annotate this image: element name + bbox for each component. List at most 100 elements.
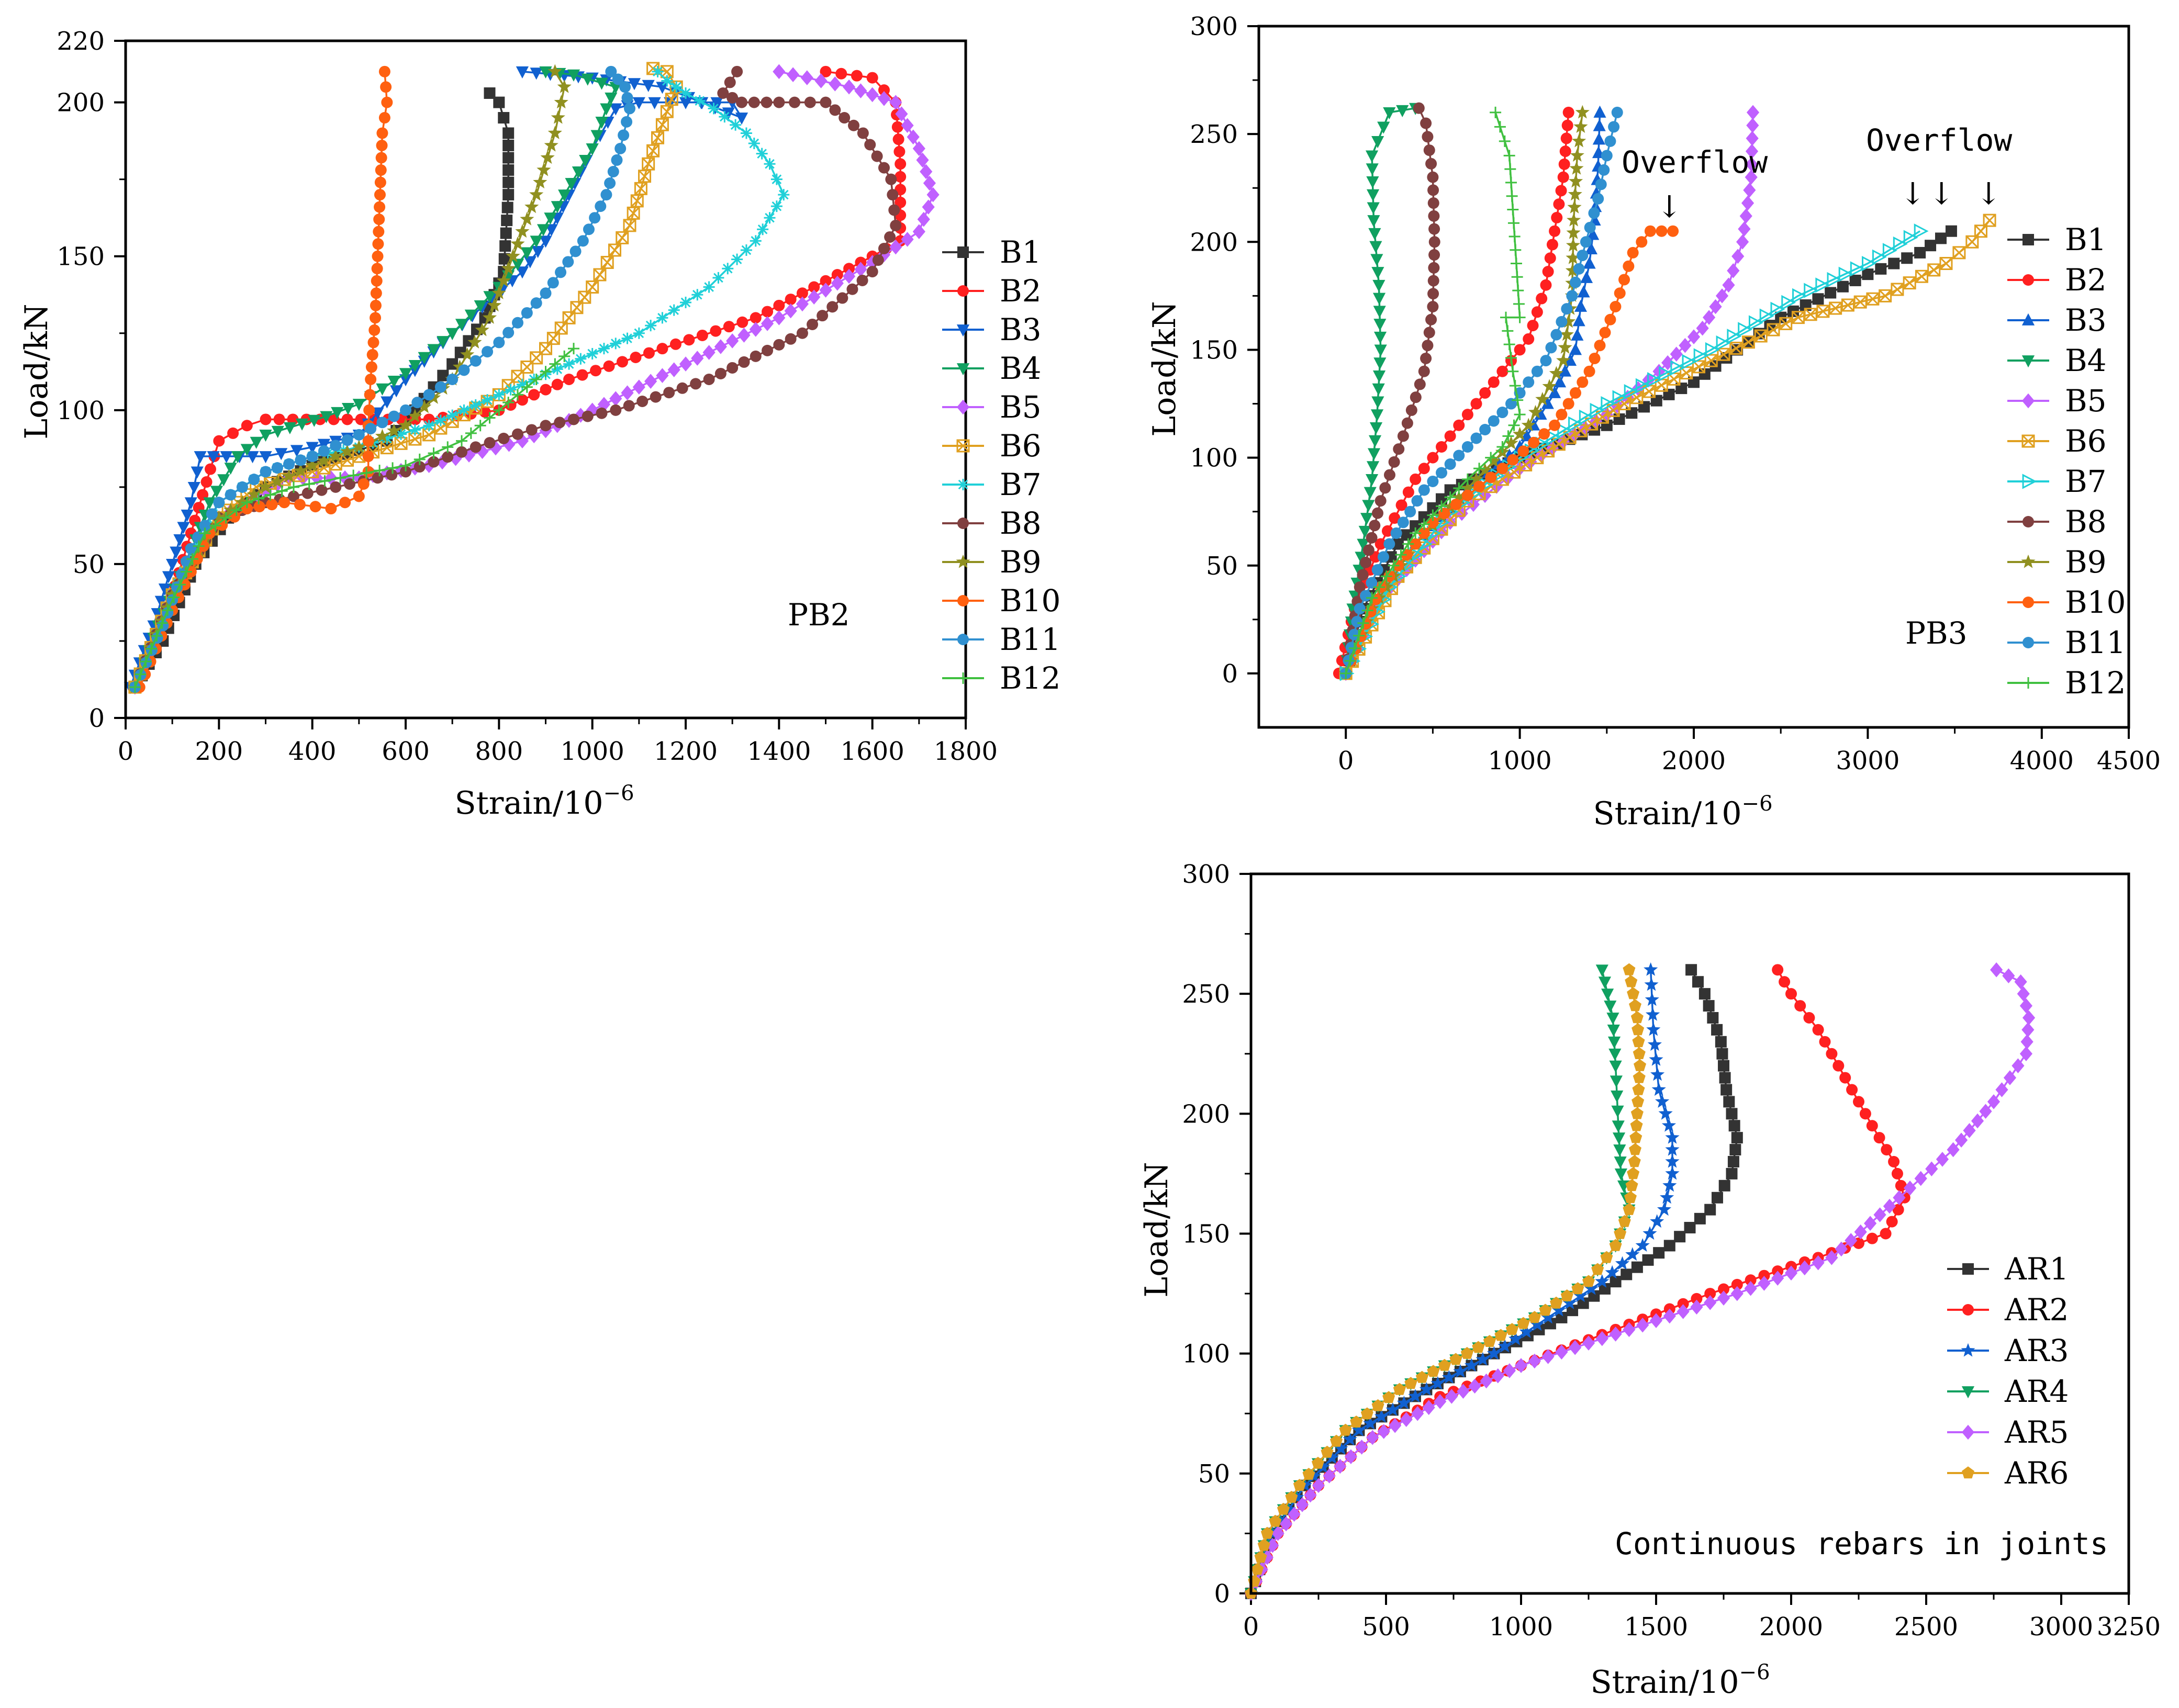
pb2-ticks: 0 200 400 600 800 1000 1200 1400 1600 1800 0 50 100 1… <box>57 27 998 766</box>
pb3-series-B4-point-43 <box>1383 107 1396 120</box>
pb3-series-B8-point-30 <box>1427 275 1439 287</box>
pb3-overflow-arrow-1: ↓ <box>1657 189 1682 224</box>
pb3-series-B1-point-49 <box>1837 280 1849 293</box>
pb2-series-B8-point-33 <box>470 441 482 453</box>
pb2-series-B5-point-79 <box>907 129 920 145</box>
joints-series-AR3-point-60 <box>1645 992 1659 1006</box>
pb3-ticks: 0 1000 2000 3000 4000 4500 0 50 100 150 200 250 300 <box>1190 12 2161 776</box>
pb2-series-B4-point-64 <box>567 69 580 82</box>
pb3-series-B10-point-37 <box>1623 260 1635 272</box>
joints-series-AR1-point-51 <box>1727 1156 1739 1167</box>
pb3-series-B9-point-16 <box>1451 490 1466 504</box>
pb2-series-B7-point-74 <box>680 87 691 99</box>
pb3-legend: B1 B2 B3 B4 B5 B6 B7 B8 B9 B10 B11 B12 <box>2007 222 2126 701</box>
joints-legend-label-AR2: AR2 <box>2004 1292 2069 1328</box>
pb3-series-B4-point-42 <box>1377 121 1390 134</box>
pb3-series-B11-point-42 <box>1595 178 1607 190</box>
pb3-series-B8-point-17 <box>1393 443 1405 455</box>
pb2-series-B10-point-22 <box>339 497 351 509</box>
joints-series-AR5-point-34 <box>1595 1331 1608 1346</box>
pb3-series-B10-point-39 <box>1636 236 1648 248</box>
joints-legend-label-AR1: AR1 <box>2004 1251 2069 1287</box>
pb2-series-B8-point-44 <box>623 400 635 412</box>
pb3-series-B4-point-41 <box>1371 136 1384 149</box>
pb2-legend-marker-B8 <box>957 518 969 529</box>
pb3-series-B4-point-35 <box>1367 215 1380 228</box>
pb2-series-B4-point-21 <box>250 436 263 449</box>
joints-series-AR5-point-75 <box>2022 1010 2036 1026</box>
pb2-series-B3-point-12 <box>173 534 186 547</box>
joints-x-tick-label-6: 3000 <box>2029 1612 2093 1642</box>
pb3-series-B7-point-55 <box>1903 230 1918 245</box>
pb2-series-B5-point-42 <box>574 408 587 423</box>
pb3-legend-marker-B2 <box>2022 274 2034 286</box>
pb3-series-B10-point-42 <box>1667 225 1679 237</box>
pb3-series-B11-point-31 <box>1550 329 1562 341</box>
pb2-series-B4-point-35 <box>408 360 421 373</box>
pb2-series-B3-point-86 <box>516 66 529 79</box>
joints-series-AR4-point-50 <box>1611 1105 1624 1118</box>
pb3-series-B2-point-25 <box>1496 365 1508 377</box>
joints-series-AR6-point-31 <box>1528 1311 1541 1323</box>
pb2-series-B8-point-86 <box>736 96 747 108</box>
pb2-series-B10-point-21 <box>325 503 337 515</box>
pb3-legend-item-B2: B2 <box>2007 262 2107 298</box>
pb3-series-B7-point-44 <box>1781 295 1796 310</box>
pb2-series-B2-point-61 <box>773 299 785 311</box>
pb3-series-B12-point-13 <box>1418 518 1430 530</box>
joints-series-AR1-point-44 <box>1674 1231 1686 1243</box>
pb3-series-B10-point-16 <box>1461 489 1473 501</box>
pb3-series-B9-point-43 <box>1569 174 1583 188</box>
joints-series-AR5-point-56 <box>1873 1207 1886 1222</box>
pb3-series-B6-point-41 <box>1754 329 1768 343</box>
pb2-series-B12-point-0 <box>129 681 141 693</box>
joints-series-AR6-point-7 <box>1277 1502 1290 1515</box>
pb3-series-B10-point-33 <box>1604 313 1616 325</box>
joints-y-axis-label: Load/kN <box>1138 1162 1175 1297</box>
joints-series-AR6-point-12 <box>1321 1445 1334 1458</box>
joints-series-AR3-point-50 <box>1665 1130 1680 1144</box>
pb3-series-B1-point-16 <box>1444 484 1456 496</box>
pb2-series-B12-point-23 <box>334 472 347 484</box>
pb2-series-B2-point-28 <box>341 413 353 425</box>
pb2-series-B8-point-51 <box>714 367 727 379</box>
pb2-series-B12-point-35 <box>484 412 496 424</box>
pb2-series-B12-point-22 <box>319 475 331 487</box>
pb2-series-B4-point-15 <box>203 497 216 510</box>
pb3-series-B8-point-27 <box>1425 313 1437 325</box>
joints-series-AR3-point-56 <box>1649 1052 1663 1066</box>
pb2-series-B11-point-32 <box>411 397 423 409</box>
pb3-series-B2-point-43 <box>1560 132 1572 144</box>
pb2-series-B12 <box>129 343 579 693</box>
pb3-series-B1-point-11 <box>1401 529 1413 541</box>
pb2-series-B10-point-39 <box>371 275 383 287</box>
pb2-series-B8-point-88 <box>717 87 729 99</box>
pb3-series-B8-point-21 <box>1410 391 1422 403</box>
joints-series-AR3-point-21 <box>1419 1382 1434 1396</box>
pb3-series-B5-point-54 <box>1746 118 1759 133</box>
pb2-series-B9-point-18 <box>258 479 273 493</box>
joints-series-AR6-point-34 <box>1560 1289 1573 1301</box>
pb2-series-B3-point-13 <box>177 522 190 534</box>
pb2-series-B2-point-19 <box>213 435 225 447</box>
pb2-series-B8-point-82 <box>789 96 801 108</box>
pb2-series-B9-point-46 <box>510 236 525 250</box>
joints-series-AR5-point-32 <box>1569 1340 1582 1355</box>
pb3-series-B11-point-14 <box>1411 495 1423 507</box>
pb3-series-B7-point-56 <box>1914 223 1929 239</box>
pb3-series-B9-point-46 <box>1572 133 1586 148</box>
pb2-series-B2-point-20 <box>227 427 239 439</box>
joints-series-AR5-point-42 <box>1704 1295 1717 1310</box>
pb2-series-B10-point-15 <box>241 503 253 515</box>
pb3-series-B6-point-49 <box>1853 295 1867 309</box>
joints-series-AR3-point-11 <box>1316 1459 1331 1474</box>
pb2-series-B8-point-58 <box>796 327 808 339</box>
pb3-series-B5-point-45 <box>1736 234 1749 250</box>
joints-y-tick-label-6: 300 <box>1182 860 1230 889</box>
pb3-series-B9-point-30 <box>1558 340 1572 354</box>
joints-series-AR3-point-14 <box>1343 1432 1357 1446</box>
joints-y-tick-label-2: 100 <box>1182 1340 1230 1369</box>
pb3-series-B5-point-48 <box>1741 195 1755 211</box>
pb3-series-B4-point-32 <box>1370 254 1383 266</box>
joints-series-AR4-point-53 <box>1609 1060 1622 1073</box>
